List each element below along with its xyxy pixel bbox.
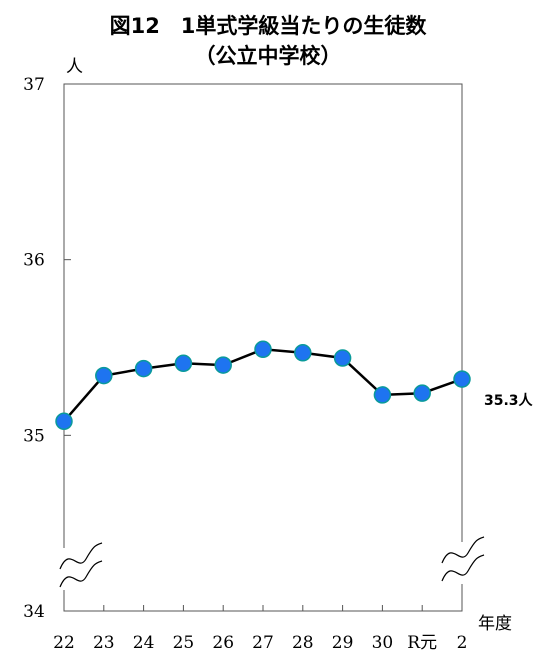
x-tick-label: 26	[212, 633, 234, 653]
x-tick-label: 24	[133, 633, 155, 653]
chart-subtitle: （公立中学校）	[194, 44, 342, 68]
x-tick-label: 23	[93, 633, 115, 653]
axis-break-line	[441, 536, 485, 564]
data-point	[55, 412, 73, 431]
x-axis: 22 23 24 25 26 27 28 29 30 R元 2	[53, 605, 467, 653]
data-point	[134, 359, 153, 378]
y-tick-label: 35	[23, 426, 45, 446]
y-tick-label: 34	[23, 602, 45, 622]
data-point	[413, 384, 431, 402]
data-point	[294, 344, 312, 362]
data-point	[453, 370, 471, 388]
x-tick-label: 22	[53, 633, 75, 653]
x-tick-label: 25	[173, 633, 195, 653]
data-point	[333, 349, 352, 367]
series-line	[63, 348, 463, 423]
x-axis-label: 年度	[478, 614, 512, 634]
y-tick-label: 36	[23, 251, 45, 271]
x-tick-label: 30	[372, 633, 394, 653]
x-tick-label: 27	[252, 633, 274, 653]
data-point	[95, 366, 113, 385]
axis-break-gap	[442, 542, 484, 584]
axis-break-gap	[44, 548, 86, 590]
y-tick-label: 37	[23, 75, 45, 95]
axis-breaks	[44, 536, 485, 590]
axis-break-line	[441, 554, 485, 582]
chart-title: 図12 1単式学級当たりの生徒数	[109, 14, 427, 38]
y-axis-unit: 人	[66, 57, 83, 77]
x-tick-label: 29	[332, 633, 354, 653]
last-value-annotation: 35.3人	[484, 392, 534, 409]
x-tick-label: 2	[457, 633, 468, 653]
data-point	[373, 386, 392, 404]
y-axis: 34 35 36 37	[23, 75, 71, 622]
data-point	[174, 354, 193, 373]
x-tick-label: R元	[407, 633, 437, 653]
data-point	[214, 356, 232, 374]
axis-break-line	[59, 560, 103, 588]
x-tick-label: 28	[292, 633, 314, 653]
data-point	[254, 340, 272, 359]
series-points	[55, 340, 471, 431]
axis-break-line	[59, 542, 103, 570]
